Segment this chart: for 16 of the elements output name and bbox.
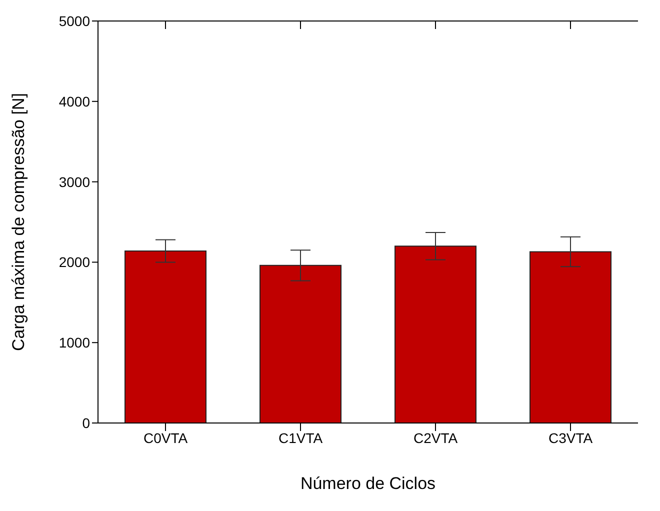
- y-tick-label: 3000: [58, 174, 90, 190]
- y-axis-title: Carga máxima de compressão [N]: [9, 93, 28, 351]
- bar: [394, 246, 476, 423]
- y-tick-label: 4000: [58, 93, 90, 110]
- bar: [124, 250, 206, 423]
- bar: [260, 264, 342, 423]
- y-tick-label: 0: [82, 414, 90, 431]
- y-tick-label: 2000: [58, 254, 90, 270]
- x-axis-title: Número de Ciclos: [300, 474, 436, 494]
- bar: [530, 251, 612, 423]
- x-tick-label: C3VTA: [548, 430, 594, 446]
- x-tick-label: C1VTA: [278, 430, 324, 446]
- y-tick-label: 5000: [58, 12, 90, 29]
- y-tick-label: 1000: [58, 334, 90, 351]
- x-tick-label: C2VTA: [413, 430, 458, 446]
- x-tick-label: C0VTA: [143, 430, 188, 446]
